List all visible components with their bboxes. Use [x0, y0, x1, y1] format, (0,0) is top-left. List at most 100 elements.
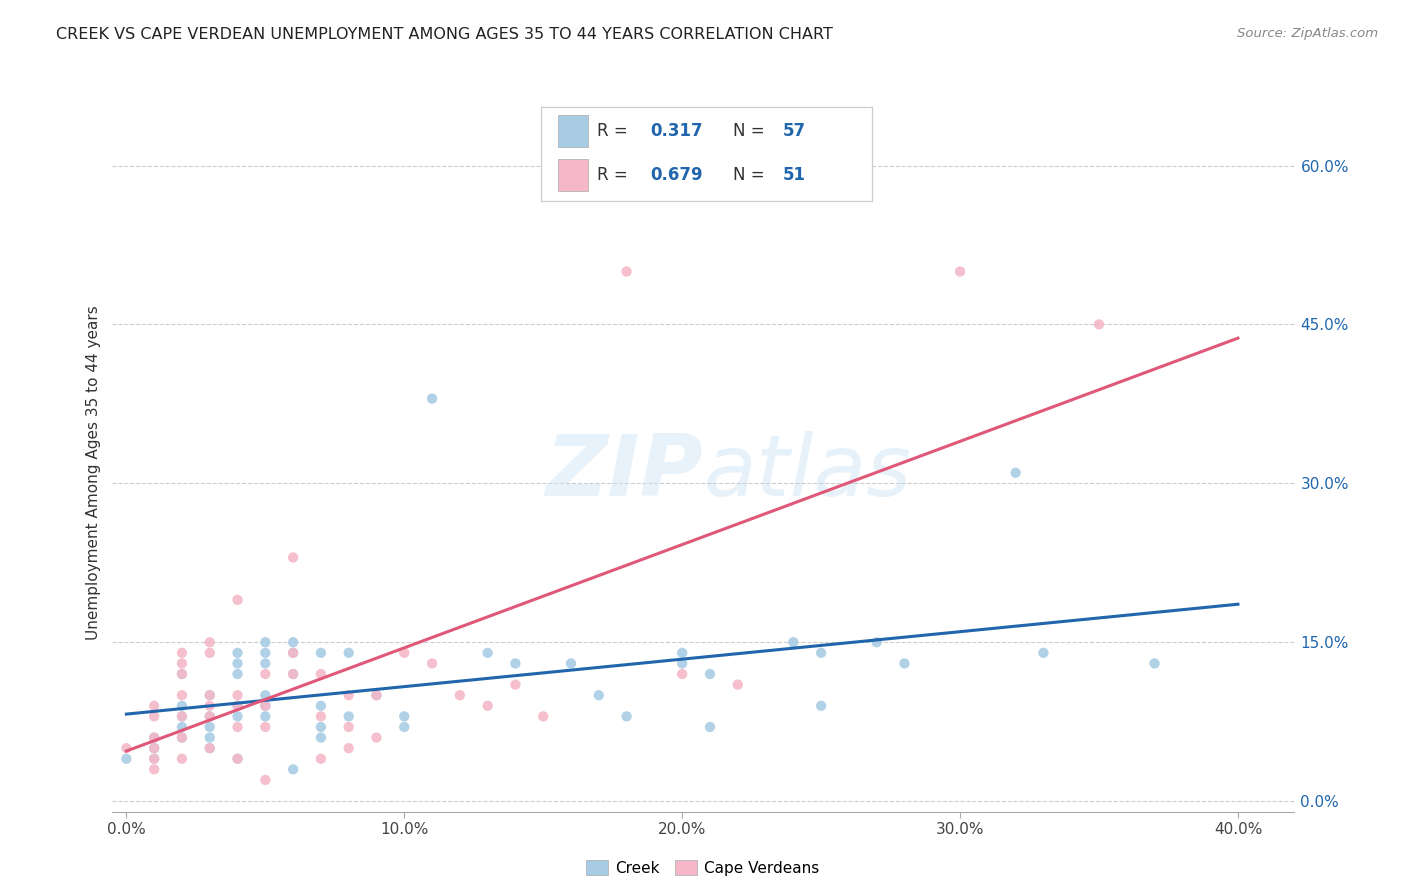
Point — [198, 688, 221, 702]
Point — [1004, 466, 1026, 480]
Point — [254, 709, 277, 723]
Point — [170, 731, 193, 745]
Legend: Creek, Cape Verdeans: Creek, Cape Verdeans — [581, 855, 825, 882]
Point — [394, 720, 416, 734]
Point — [254, 688, 277, 702]
Point — [1143, 657, 1166, 671]
Text: R =: R = — [598, 166, 634, 184]
Point — [170, 720, 193, 734]
Point — [949, 264, 972, 278]
Point — [254, 646, 277, 660]
Point — [226, 667, 249, 681]
Point — [699, 667, 721, 681]
Point — [226, 752, 249, 766]
Point — [170, 752, 193, 766]
Point — [671, 667, 693, 681]
Point — [170, 698, 193, 713]
Point — [309, 720, 332, 734]
Point — [198, 635, 221, 649]
Point — [170, 731, 193, 745]
Point — [337, 646, 360, 660]
Point — [170, 657, 193, 671]
Point — [505, 678, 527, 692]
Point — [143, 741, 166, 756]
Point — [588, 688, 610, 702]
Point — [226, 592, 249, 607]
Point — [337, 741, 360, 756]
Point — [226, 646, 249, 660]
Point — [505, 657, 527, 671]
Point — [198, 646, 221, 660]
Text: 57: 57 — [783, 122, 806, 140]
Point — [671, 646, 693, 660]
Text: Source: ZipAtlas.com: Source: ZipAtlas.com — [1237, 27, 1378, 40]
Point — [226, 657, 249, 671]
Point — [198, 688, 221, 702]
Text: 51: 51 — [783, 166, 806, 184]
Point — [170, 646, 193, 660]
Point — [170, 709, 193, 723]
Point — [281, 667, 304, 681]
Point — [198, 709, 221, 723]
Text: R =: R = — [598, 122, 634, 140]
Point — [616, 264, 638, 278]
Point — [281, 762, 304, 776]
Point — [281, 635, 304, 649]
Point — [170, 667, 193, 681]
Point — [309, 667, 332, 681]
Point — [309, 646, 332, 660]
Point — [226, 720, 249, 734]
Point — [309, 752, 332, 766]
Point — [198, 741, 221, 756]
Text: 0.317: 0.317 — [651, 122, 703, 140]
Text: N =: N = — [733, 166, 770, 184]
Point — [281, 667, 304, 681]
Point — [699, 720, 721, 734]
Point — [281, 646, 304, 660]
Point — [115, 752, 138, 766]
Point — [866, 635, 889, 649]
Point — [198, 731, 221, 745]
Point — [143, 752, 166, 766]
Point — [198, 698, 221, 713]
Point — [198, 741, 221, 756]
Text: N =: N = — [733, 122, 770, 140]
Point — [671, 657, 693, 671]
Point — [337, 709, 360, 723]
Point — [198, 720, 221, 734]
Point — [115, 741, 138, 756]
Text: ZIP: ZIP — [546, 431, 703, 515]
Point — [893, 657, 915, 671]
Point — [420, 392, 443, 406]
Point — [309, 698, 332, 713]
Point — [143, 752, 166, 766]
Point — [281, 646, 304, 660]
Point — [337, 720, 360, 734]
Point — [226, 688, 249, 702]
Text: 0.679: 0.679 — [651, 166, 703, 184]
FancyBboxPatch shape — [558, 160, 588, 191]
Point — [254, 657, 277, 671]
Text: CREEK VS CAPE VERDEAN UNEMPLOYMENT AMONG AGES 35 TO 44 YEARS CORRELATION CHART: CREEK VS CAPE VERDEAN UNEMPLOYMENT AMONG… — [56, 27, 834, 42]
Point — [170, 667, 193, 681]
Point — [198, 709, 221, 723]
Point — [254, 698, 277, 713]
Point — [254, 635, 277, 649]
Y-axis label: Unemployment Among Ages 35 to 44 years: Unemployment Among Ages 35 to 44 years — [86, 305, 101, 640]
Point — [226, 709, 249, 723]
Point — [226, 698, 249, 713]
Point — [616, 709, 638, 723]
Point — [420, 657, 443, 671]
Point — [254, 667, 277, 681]
Point — [254, 772, 277, 787]
Point — [226, 698, 249, 713]
Point — [449, 688, 471, 702]
Point — [366, 688, 388, 702]
Point — [337, 688, 360, 702]
Point — [226, 752, 249, 766]
Point — [366, 688, 388, 702]
Point — [143, 762, 166, 776]
Point — [309, 731, 332, 745]
Point — [143, 731, 166, 745]
Point — [143, 731, 166, 745]
